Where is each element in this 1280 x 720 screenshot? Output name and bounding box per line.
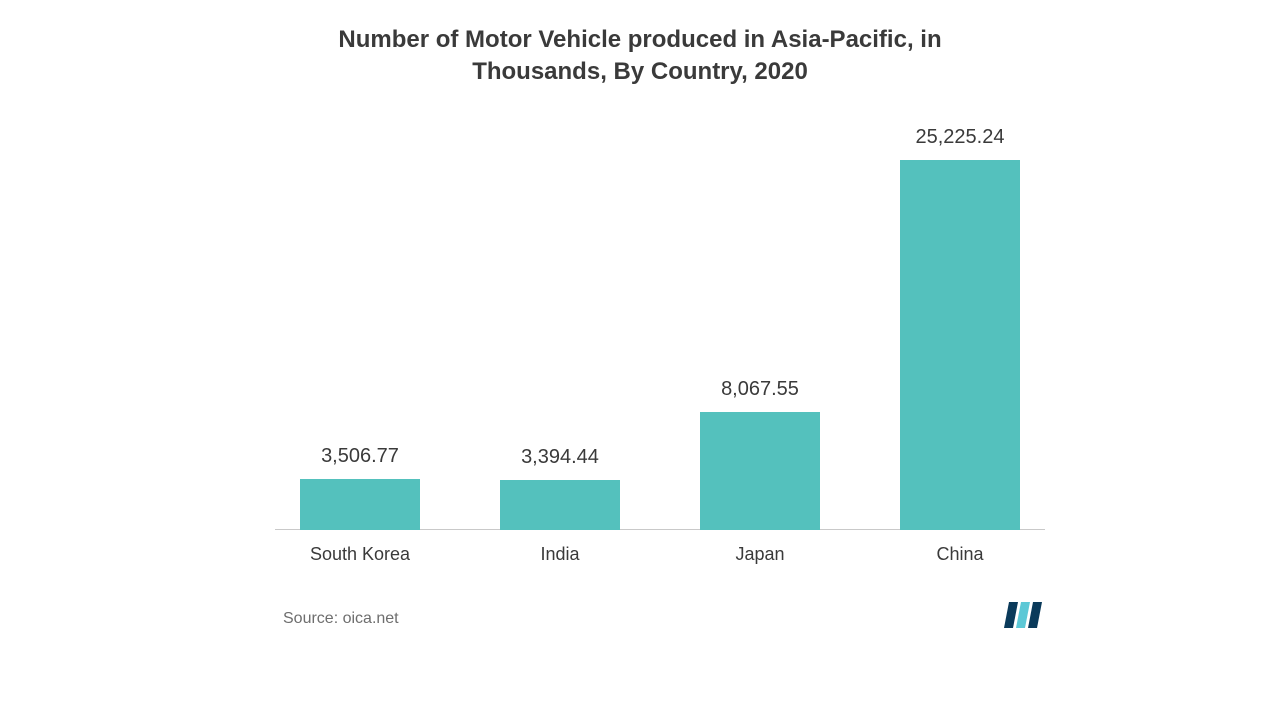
bar: [300, 479, 420, 530]
plot-area: [275, 160, 1045, 530]
brand-logo-icon: [1003, 602, 1045, 628]
value-label: 8,067.55: [660, 378, 860, 401]
category-label: India: [460, 544, 660, 565]
value-label: 25,225.24: [860, 126, 1060, 149]
category-label: China: [860, 544, 1060, 565]
chart-title-line2: Thousands, By Country, 2020: [0, 56, 1280, 88]
chart-title-line1: Number of Motor Vehicle produced in Asia…: [0, 24, 1280, 56]
category-label: Japan: [660, 544, 860, 565]
bar: [700, 412, 820, 530]
source-label: Source: oica.net: [283, 610, 399, 628]
category-label: South Korea: [260, 544, 460, 565]
bar: [500, 480, 620, 530]
value-label: 3,506.77: [260, 445, 460, 468]
chart-container: Number of Motor Vehicle produced in Asia…: [0, 0, 1280, 720]
value-label: 3,394.44: [460, 446, 660, 469]
bar: [900, 160, 1020, 530]
chart-title: Number of Motor Vehicle produced in Asia…: [0, 24, 1280, 89]
